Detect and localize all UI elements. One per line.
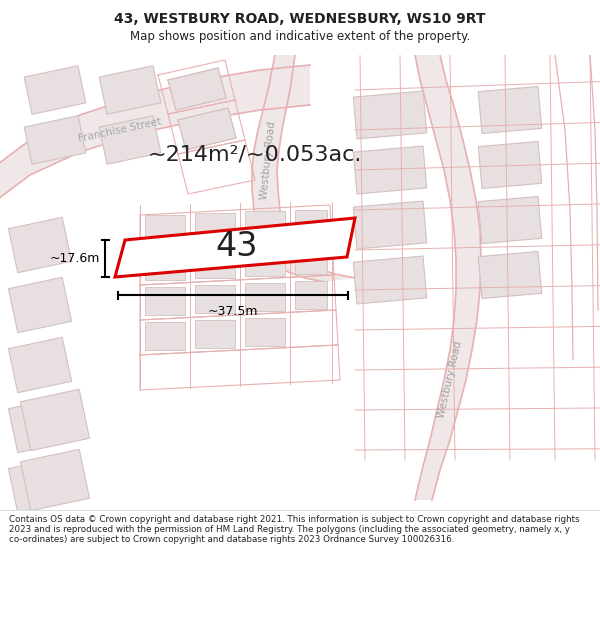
FancyBboxPatch shape <box>295 281 327 309</box>
Polygon shape <box>8 217 71 272</box>
Polygon shape <box>8 338 71 392</box>
Polygon shape <box>24 66 86 114</box>
Polygon shape <box>20 449 89 511</box>
Text: Westbury Road: Westbury Road <box>436 341 464 419</box>
Polygon shape <box>353 146 427 194</box>
Polygon shape <box>168 68 226 110</box>
Text: 43, WESTBURY ROAD, WEDNESBURY, WS10 9RT: 43, WESTBURY ROAD, WEDNESBURY, WS10 9RT <box>114 12 486 26</box>
FancyBboxPatch shape <box>295 210 327 239</box>
FancyBboxPatch shape <box>245 211 285 241</box>
Polygon shape <box>478 196 542 244</box>
Polygon shape <box>478 86 542 134</box>
Polygon shape <box>8 458 71 512</box>
Text: Contains OS data © Crown copyright and database right 2021. This information is : Contains OS data © Crown copyright and d… <box>9 514 580 544</box>
Text: Westbury Road: Westbury Road <box>259 121 277 199</box>
Polygon shape <box>115 218 355 277</box>
Polygon shape <box>415 55 481 500</box>
FancyBboxPatch shape <box>245 283 285 311</box>
FancyBboxPatch shape <box>195 250 235 278</box>
Polygon shape <box>24 116 86 164</box>
FancyBboxPatch shape <box>295 246 327 274</box>
FancyBboxPatch shape <box>195 320 235 348</box>
FancyBboxPatch shape <box>245 318 285 346</box>
Text: Franchise Street: Franchise Street <box>77 116 163 144</box>
Text: ~37.5m: ~37.5m <box>208 305 258 318</box>
Text: ~214m²/~0.053ac.: ~214m²/~0.053ac. <box>148 145 362 165</box>
FancyBboxPatch shape <box>145 215 185 245</box>
Polygon shape <box>20 389 89 451</box>
Polygon shape <box>8 398 71 452</box>
FancyBboxPatch shape <box>145 252 185 280</box>
FancyBboxPatch shape <box>145 287 185 315</box>
FancyBboxPatch shape <box>195 213 235 243</box>
Polygon shape <box>353 256 427 304</box>
Polygon shape <box>478 141 542 189</box>
Polygon shape <box>252 55 355 282</box>
Polygon shape <box>0 65 310 205</box>
Polygon shape <box>178 108 236 150</box>
Polygon shape <box>353 201 427 249</box>
Polygon shape <box>478 251 542 299</box>
Polygon shape <box>353 91 427 139</box>
Text: Map shows position and indicative extent of the property.: Map shows position and indicative extent… <box>130 30 470 43</box>
FancyBboxPatch shape <box>245 248 285 276</box>
Polygon shape <box>8 278 71 332</box>
FancyBboxPatch shape <box>145 322 185 350</box>
Text: ~17.6m: ~17.6m <box>50 252 100 265</box>
FancyBboxPatch shape <box>195 285 235 313</box>
Polygon shape <box>99 66 161 114</box>
Polygon shape <box>99 116 161 164</box>
Text: 43: 43 <box>216 231 258 264</box>
